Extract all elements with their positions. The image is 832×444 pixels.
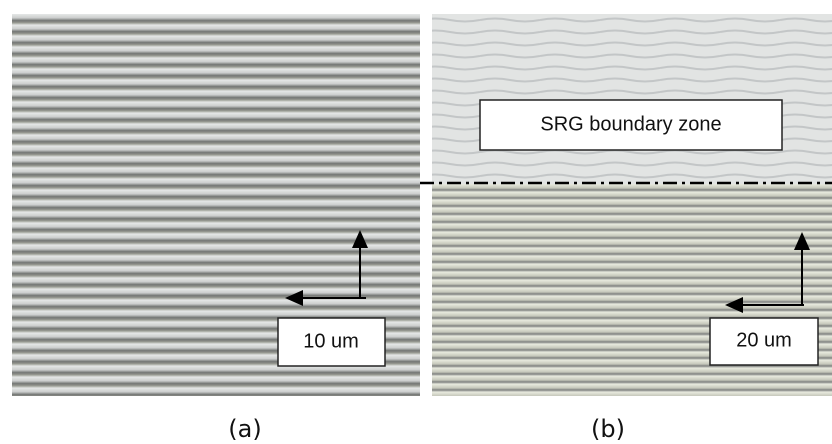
caption: (b) bbox=[591, 415, 625, 443]
scale-box bbox=[277, 317, 386, 367]
caption: (a) bbox=[228, 415, 261, 443]
annotation: SRG boundary zone bbox=[540, 113, 721, 135]
panel-a: 10 um (a) bbox=[12, 14, 420, 443]
panel-b: SRG boundary zone 20 um (b) bbox=[420, 14, 832, 443]
scale-box bbox=[709, 317, 819, 366]
scale-label: 20 um bbox=[736, 329, 792, 351]
micrograph-top bbox=[432, 14, 832, 184]
annotation-box bbox=[479, 99, 783, 151]
scale-label: 10 um bbox=[303, 330, 359, 352]
